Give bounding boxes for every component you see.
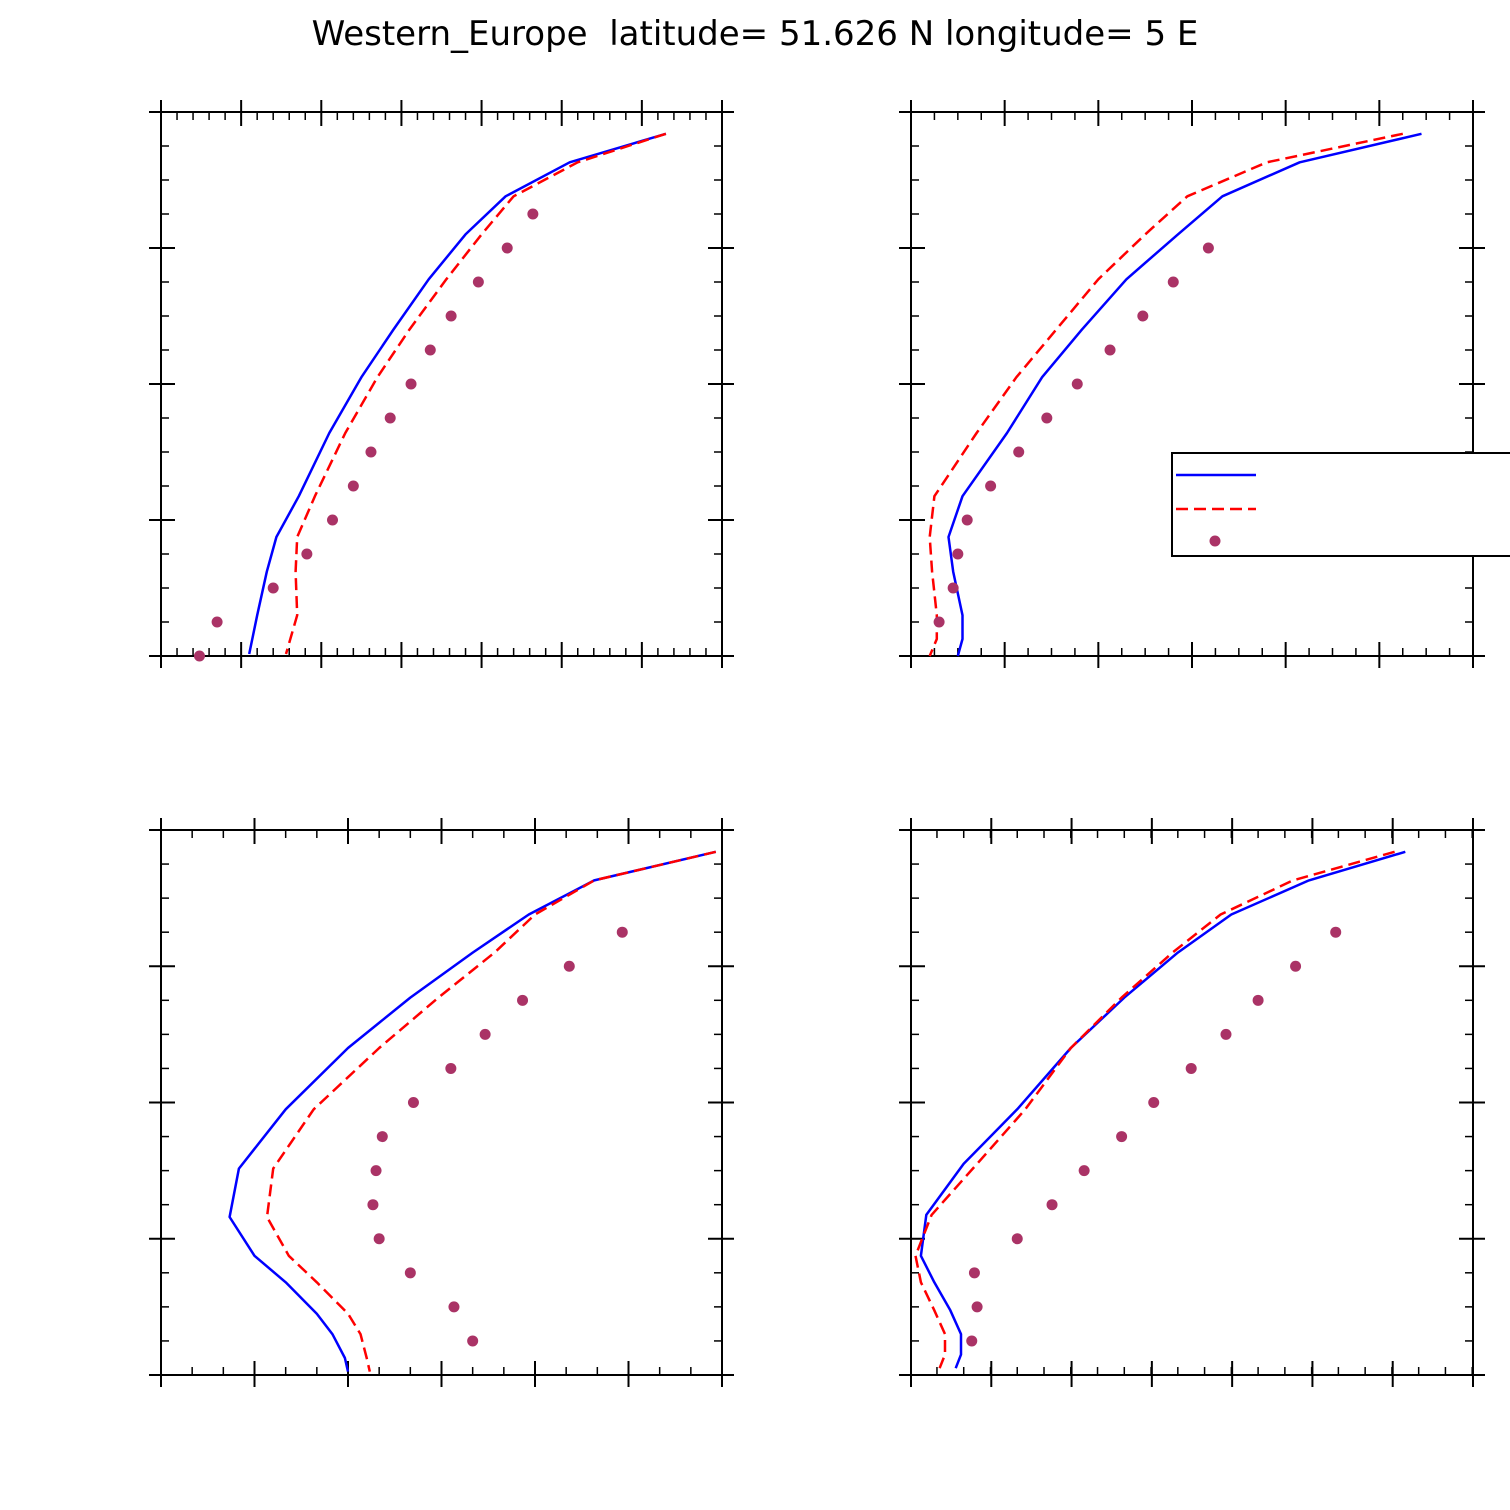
- series-line-dashed: [284, 132, 667, 655]
- raobs-point: [1104, 344, 1116, 356]
- panel-jul: [149, 818, 734, 1387]
- raobs-point: [1185, 1062, 1197, 1074]
- raobs-point: [365, 446, 377, 458]
- raobs-point: [424, 344, 436, 356]
- raobs-point: [527, 208, 539, 220]
- raobs-point: [445, 1062, 457, 1074]
- raobs-point: [1167, 276, 1179, 288]
- panel-oct: [899, 818, 1485, 1387]
- raobs-point: [563, 960, 575, 972]
- series-line-solid: [247, 132, 667, 655]
- series-line-dashed: [265, 850, 717, 1372]
- panel-jan: [149, 100, 734, 668]
- raobs-point: [1220, 1028, 1232, 1040]
- panel-apr: [899, 100, 1510, 668]
- raobs-point: [1011, 1233, 1023, 1245]
- raobs-point: [404, 1267, 416, 1279]
- raobs-point: [327, 514, 339, 526]
- raobs-point: [367, 1199, 379, 1211]
- raobs-point: [947, 582, 959, 594]
- plot-frame: [160, 829, 723, 1376]
- raobs-point: [301, 548, 313, 560]
- raobs-point: [384, 412, 396, 424]
- raobs-point: [347, 480, 359, 492]
- raobs-point: [1202, 242, 1214, 254]
- series-line-solid: [228, 850, 717, 1372]
- raobs-point: [952, 548, 964, 560]
- raobs-point: [1290, 960, 1302, 972]
- series-line-dashed: [914, 850, 1395, 1369]
- raobs-point: [267, 582, 279, 594]
- legend-box: [1171, 452, 1510, 557]
- raobs-point: [1041, 412, 1053, 424]
- raobs-point: [961, 514, 973, 526]
- raobs-point: [211, 616, 223, 628]
- raobs-point: [616, 926, 628, 938]
- figure-title: Western_Europe latitude= 51.626 N longit…: [312, 14, 1199, 54]
- raobs-point: [1252, 994, 1264, 1006]
- raobs-point: [376, 1131, 388, 1143]
- raobs-point: [407, 1097, 419, 1108]
- plot-frame: [160, 111, 723, 657]
- raobs-point: [373, 1233, 385, 1245]
- raobs-point: [1148, 1097, 1160, 1108]
- raobs-point: [501, 242, 513, 254]
- raobs-point: [1137, 310, 1149, 322]
- legend-marker: [1209, 535, 1221, 547]
- raobs-point: [1013, 446, 1025, 458]
- raobs-point: [1116, 1131, 1128, 1143]
- series-line-solid: [947, 132, 1422, 657]
- raobs-point: [1046, 1199, 1058, 1211]
- raobs-point: [472, 276, 484, 288]
- raobs-point: [405, 378, 417, 390]
- raobs-point: [448, 1301, 460, 1313]
- plot-frame: [910, 829, 1474, 1376]
- legend: [1171, 452, 1510, 557]
- raobs-point: [985, 480, 997, 492]
- raobs-point: [467, 1335, 479, 1347]
- raobs-point: [966, 1335, 978, 1347]
- series-line-solid: [919, 850, 1406, 1369]
- raobs-point: [1071, 378, 1083, 390]
- raobs-point: [479, 1028, 491, 1040]
- raobs-point: [933, 616, 945, 628]
- raobs-point: [445, 310, 457, 322]
- raobs-point: [971, 1301, 983, 1313]
- raobs-point: [968, 1267, 980, 1279]
- raobs-point: [193, 650, 205, 662]
- raobs-point: [517, 994, 529, 1006]
- raobs-point: [1078, 1165, 1090, 1177]
- raobs-point: [370, 1165, 382, 1177]
- series-line-dashed: [928, 132, 1404, 657]
- raobs-point: [1330, 926, 1342, 938]
